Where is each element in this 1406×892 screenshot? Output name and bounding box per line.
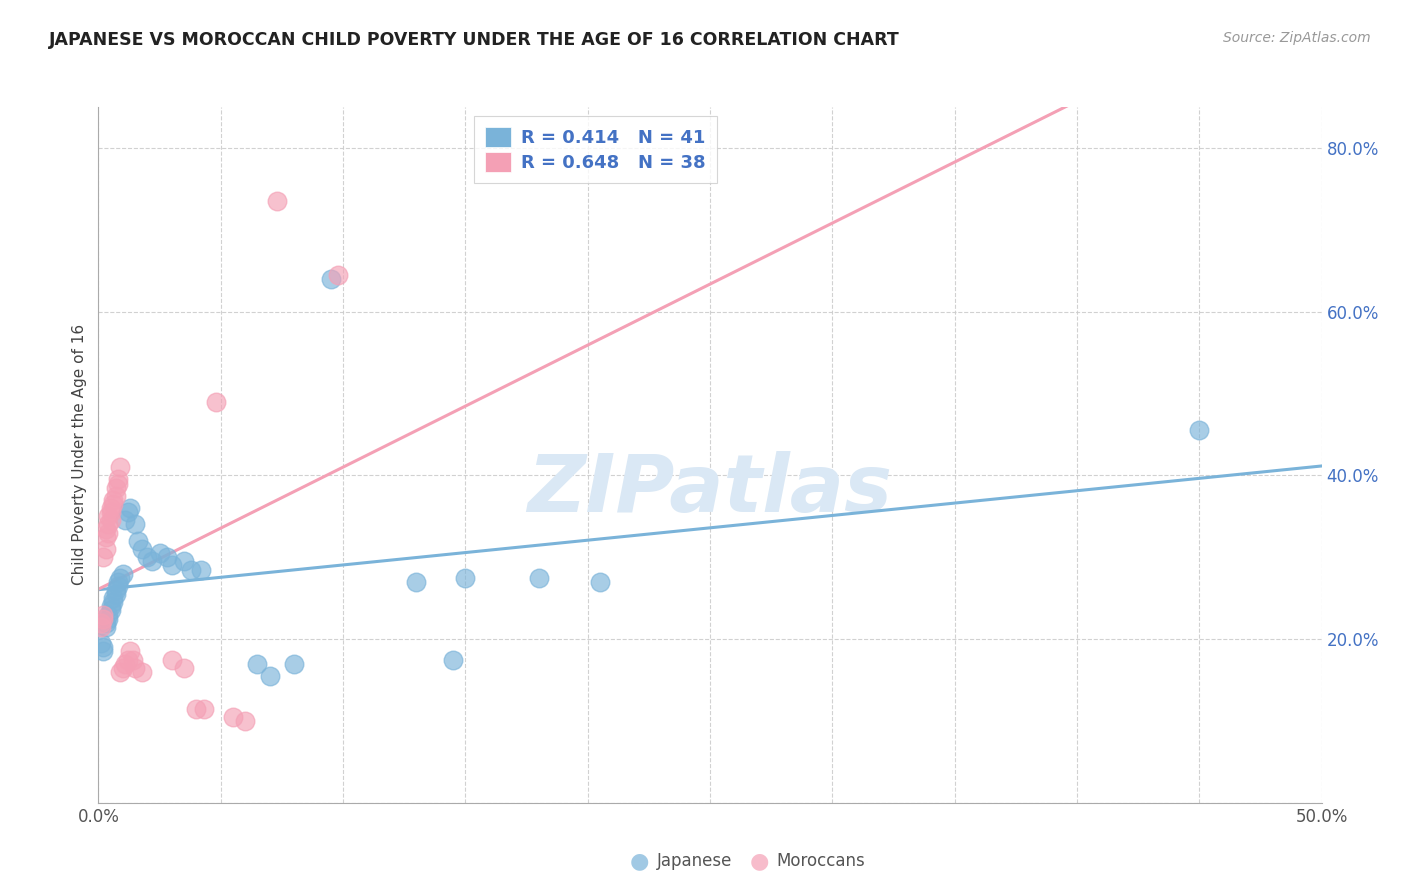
Point: [259, 669, 281, 683]
Point: [441, 652, 464, 666]
Point: [180, 562, 202, 576]
Point: [94, 620, 117, 634]
Point: [319, 272, 342, 286]
Point: [190, 562, 212, 576]
Point: [94, 615, 117, 630]
Text: JAPANESE VS MOROCCAN CHILD POVERTY UNDER THE AGE OF 16 CORRELATION CHART: JAPANESE VS MOROCCAN CHILD POVERTY UNDER…: [49, 31, 900, 49]
Point: [160, 652, 183, 666]
Point: [131, 665, 153, 679]
Point: [97, 612, 120, 626]
Text: Moroccans: Moroccans: [776, 852, 865, 870]
Text: Japanese: Japanese: [657, 852, 733, 870]
Point: [104, 587, 127, 601]
Point: [91, 640, 114, 655]
Point: [110, 571, 132, 585]
Point: [91, 607, 114, 622]
Point: [104, 481, 127, 495]
Point: [91, 612, 114, 626]
Point: [100, 505, 122, 519]
Point: [186, 701, 208, 715]
Point: [160, 558, 183, 573]
Point: [1188, 423, 1211, 437]
Point: [589, 574, 612, 589]
Point: [266, 194, 288, 209]
Point: [107, 574, 129, 589]
Point: [90, 620, 112, 634]
Point: [136, 550, 159, 565]
Point: [100, 513, 122, 527]
Point: [100, 501, 122, 516]
Point: [101, 595, 124, 609]
Text: ZIPatlas: ZIPatlas: [527, 450, 893, 529]
Point: [110, 460, 132, 475]
Point: [100, 599, 122, 614]
Point: [149, 546, 172, 560]
Point: [107, 579, 129, 593]
Point: [107, 476, 129, 491]
Y-axis label: Child Poverty Under the Age of 16: Child Poverty Under the Age of 16: [72, 325, 87, 585]
Point: [405, 574, 427, 589]
Legend: R = 0.414   N = 41, R = 0.648   N = 38: R = 0.414 N = 41, R = 0.648 N = 38: [474, 116, 717, 183]
Point: [117, 505, 139, 519]
Point: [110, 665, 132, 679]
Point: [117, 652, 139, 666]
Point: [246, 657, 269, 671]
Point: [104, 582, 127, 597]
Point: [91, 644, 114, 658]
Point: [173, 554, 195, 568]
Point: [205, 394, 228, 409]
Point: [97, 607, 120, 622]
Point: [193, 701, 215, 715]
Point: [101, 591, 124, 606]
Point: [94, 542, 117, 557]
Point: [90, 615, 112, 630]
Point: [97, 509, 120, 524]
Point: [233, 714, 256, 728]
Point: [94, 530, 117, 544]
Point: [127, 533, 149, 548]
Point: [454, 571, 477, 585]
Point: [114, 513, 136, 527]
Point: [131, 542, 153, 557]
Text: ●: ●: [749, 851, 769, 871]
Point: [97, 525, 120, 540]
Point: [222, 710, 245, 724]
Point: [111, 661, 134, 675]
Point: [100, 603, 122, 617]
Point: [101, 497, 124, 511]
Point: [527, 571, 550, 585]
Point: [94, 522, 117, 536]
Point: [124, 517, 146, 532]
Text: ●: ●: [630, 851, 650, 871]
Point: [111, 566, 134, 581]
Point: [124, 661, 146, 675]
Point: [97, 517, 120, 532]
Point: [283, 657, 305, 671]
Point: [114, 657, 136, 671]
Point: [156, 550, 179, 565]
Point: [141, 554, 163, 568]
Point: [104, 489, 127, 503]
Text: Source: ZipAtlas.com: Source: ZipAtlas.com: [1223, 31, 1371, 45]
Point: [90, 636, 112, 650]
Point: [121, 652, 143, 666]
Point: [328, 268, 350, 282]
Point: [101, 492, 124, 507]
Point: [173, 661, 195, 675]
Point: [91, 550, 114, 565]
Point: [120, 501, 142, 516]
Point: [120, 644, 142, 658]
Point: [107, 473, 129, 487]
